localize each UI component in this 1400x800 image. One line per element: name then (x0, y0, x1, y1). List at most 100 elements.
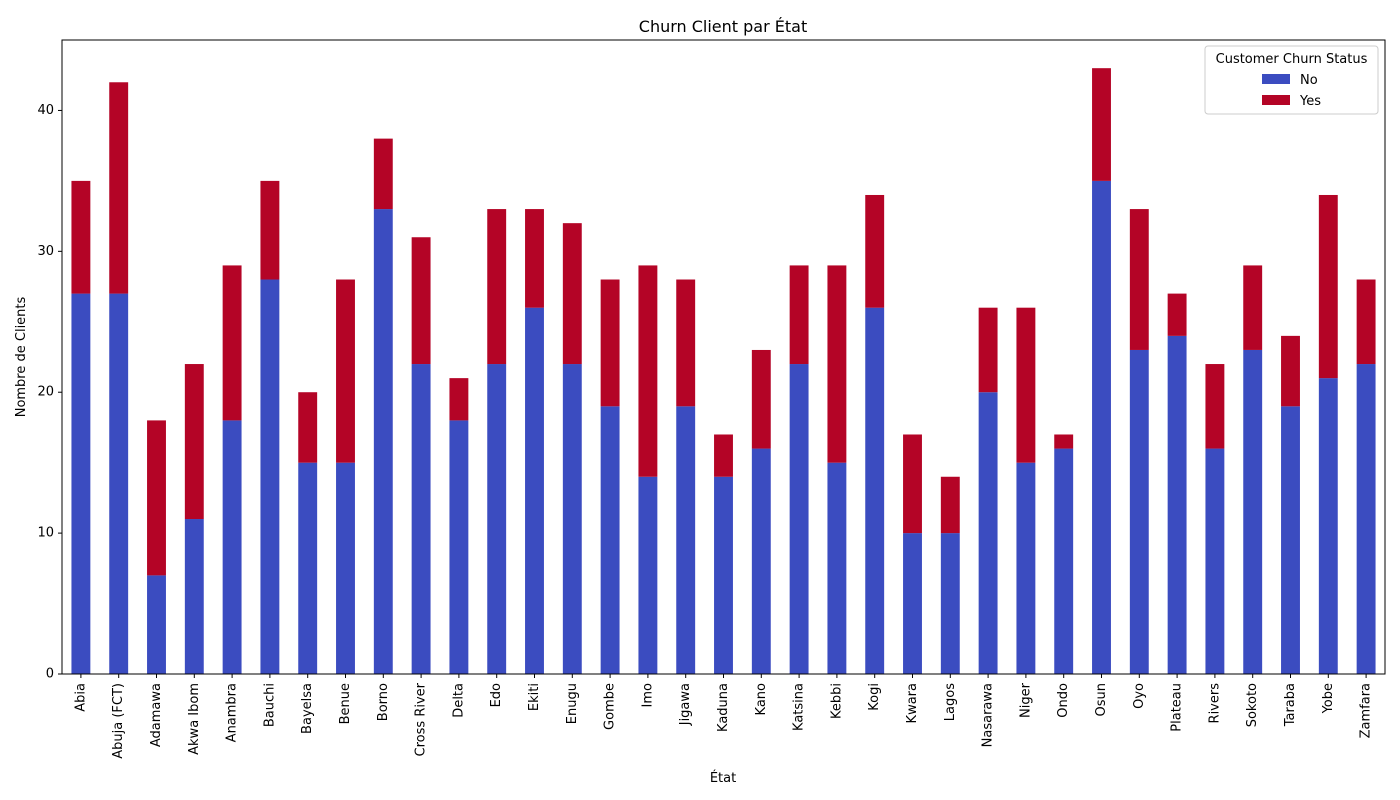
plot-frame (61, 39, 1386, 675)
bar-yes-taraba (1281, 335, 1300, 407)
x-tick-label: Adamawa (149, 683, 164, 747)
bar-yes-benue (336, 279, 355, 463)
bar-yes-yobe (1318, 194, 1338, 379)
bar-yes-plateau (1167, 293, 1187, 336)
x-tick-label: Abia (73, 683, 88, 712)
x-tick-label: Edo (489, 683, 504, 707)
bar-no-yobe (1318, 378, 1338, 674)
bar-yes-kaduna (714, 434, 733, 477)
bar-yes-nasarawa (978, 307, 998, 393)
bar-yes-enugu (562, 223, 582, 365)
bar-yes-bayelsa (298, 392, 318, 463)
bar-no-edo (487, 364, 507, 674)
x-tick-label: Yobe (1321, 683, 1336, 714)
legend-swatch-no (1262, 74, 1290, 84)
bar-no-taraba (1281, 406, 1300, 674)
bar-no-lagos (940, 533, 960, 674)
legend-box (1204, 45, 1379, 115)
bar-no-zamfara (1356, 364, 1376, 674)
bar-no-ondo (1054, 448, 1074, 674)
chart-title: Churn Client par État (639, 17, 807, 36)
x-tick-label: Lagos (943, 683, 958, 721)
x-tick-label: Jigawa (678, 683, 693, 726)
bar-no-sokoto (1243, 349, 1263, 674)
bar-no-kwara (903, 533, 922, 674)
bar-no-cross-river (411, 364, 431, 674)
x-tick-label: Zamfara (1359, 683, 1374, 738)
bar-yes-osun (1092, 68, 1111, 181)
y-tick-label: 10 (37, 526, 54, 541)
x-tick-label: Taraba (1283, 683, 1298, 727)
bar-no-enugu (562, 364, 582, 674)
bar-no-anambra (222, 420, 242, 674)
plot-area (71, 68, 1376, 674)
legend-swatch-yes (1262, 95, 1290, 105)
x-tick-label: Akwa Ibom (187, 683, 202, 755)
bar-no-nasarawa (978, 392, 998, 674)
legend: Customer Churn Status No Yes (1204, 45, 1379, 115)
bar-no-kogi (865, 307, 885, 674)
y-tick-label: 30 (37, 244, 54, 259)
bar-yes-bauchi (260, 180, 280, 280)
bar-no-adamawa (147, 575, 166, 674)
x-tick-label: Abuja (FCT) (111, 683, 126, 759)
x-tick-label: Kebbi (829, 683, 844, 719)
y-axis: 0 10 20 30 40 (37, 103, 62, 682)
x-tick-label: Benue (338, 683, 353, 724)
bar-yes-niger (1016, 307, 1036, 463)
x-tick-label: Anambra (225, 683, 240, 742)
x-tick-label: Imo (640, 683, 655, 707)
bar-no-abuja-fct- (109, 293, 129, 674)
bar-yes-abuja-fct- (109, 82, 129, 294)
bar-yes-akwa-ibom (184, 364, 204, 520)
bar-yes-imo (638, 265, 658, 477)
x-axis: Abia Abuja (FCT) Adamawa Akwa Ibom Anambra Ba… (73, 674, 1374, 759)
bar-yes-oyo (1129, 209, 1149, 350)
bar-no-katsina (789, 364, 809, 674)
bar-yes-ekiti (525, 209, 544, 308)
y-axis-label: Nombre de Clients (14, 296, 29, 417)
y-tick-label: 20 (37, 385, 54, 400)
legend-title: Customer Churn Status (1216, 52, 1368, 67)
x-tick-label: Kogi (867, 683, 882, 711)
bar-yes-kwara (903, 434, 922, 534)
y-tick-label: 40 (37, 103, 54, 118)
bar-no-borno (373, 209, 393, 674)
bar-yes-delta (449, 378, 469, 421)
bar-no-jigawa (676, 406, 696, 674)
bar-yes-kano (751, 349, 771, 449)
bar-yes-katsina (789, 265, 809, 365)
bar-no-niger (1016, 462, 1036, 674)
bar-yes-ondo (1054, 434, 1074, 449)
bar-yes-lagos (940, 476, 960, 534)
bar-yes-cross-river (411, 237, 431, 365)
x-tick-label: Niger (1018, 682, 1033, 718)
bar-no-plateau (1167, 335, 1187, 674)
bar-no-oyo (1129, 349, 1149, 674)
bar-yes-abia (71, 180, 91, 294)
x-tick-label: Enugu (565, 683, 580, 724)
bar-no-bauchi (260, 279, 280, 674)
bar-no-imo (638, 476, 658, 674)
bar-no-gombe (600, 406, 620, 674)
bar-yes-borno (373, 138, 393, 210)
bar-no-benue (336, 462, 355, 674)
x-tick-label: Nasarawa (981, 683, 996, 747)
bar-no-rivers (1205, 448, 1225, 674)
x-tick-label: Kano (754, 683, 769, 716)
bar-yes-anambra (222, 265, 242, 421)
bar-yes-sokoto (1243, 265, 1263, 350)
x-tick-label: Oyo (1132, 683, 1147, 709)
bar-yes-jigawa (676, 279, 696, 407)
y-tick-label: 0 (46, 667, 54, 682)
x-tick-label: Bayelsa (300, 683, 315, 734)
legend-label-no: No (1300, 73, 1318, 88)
x-tick-label: Delta (451, 683, 466, 718)
x-tick-label: Kaduna (716, 683, 731, 732)
x-tick-label: Kwara (905, 683, 920, 723)
x-tick-label: Ondo (1056, 683, 1071, 718)
bar-yes-kogi (865, 194, 885, 308)
x-tick-label: Rivers (1207, 683, 1222, 724)
x-tick-label: Bauchi (262, 683, 277, 727)
